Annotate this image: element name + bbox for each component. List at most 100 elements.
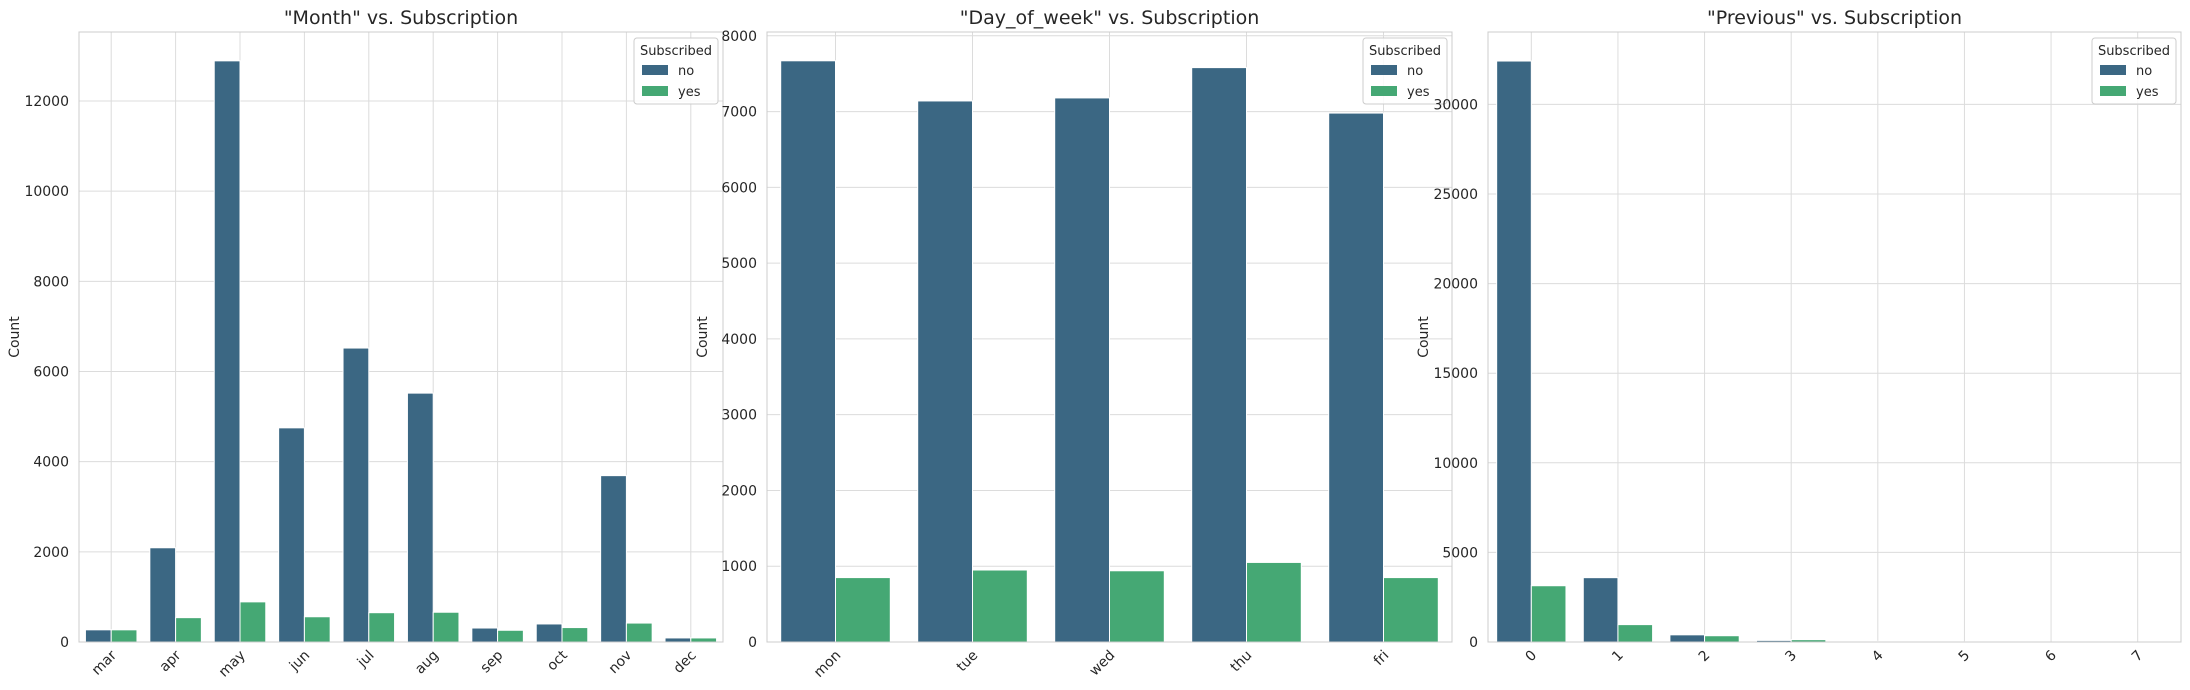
legend-swatch-yes xyxy=(642,86,668,96)
bar-yes-1 xyxy=(1617,624,1654,643)
bar-no-mon xyxy=(780,60,837,643)
x-tick-label: 1 xyxy=(1609,648,1627,666)
bar-yes-apr xyxy=(175,617,202,643)
bar-yes-fri xyxy=(1383,577,1439,643)
legend-swatch-no xyxy=(1371,65,1397,75)
bar-no-0 xyxy=(1496,60,1532,643)
y-axis-label: Count xyxy=(1416,316,1432,358)
bar-no-1 xyxy=(1582,577,1619,643)
legend-title: Subscribed xyxy=(640,44,712,59)
x-tick-label: wed xyxy=(1087,648,1119,680)
x-tick-label: 3 xyxy=(1782,648,1800,666)
bar-no-sep xyxy=(471,627,499,643)
y-tick-label: 4000 xyxy=(33,455,69,471)
chart-title: "Month" vs. Subscription xyxy=(284,7,518,29)
chart-panel-1: 0 1000 2000 3000 4000 5000 6000 7000 8000 mon tue w… xyxy=(695,7,1453,681)
bar-no-tue xyxy=(917,100,974,643)
y-tick-label: 6000 xyxy=(721,180,757,196)
bar-no-oct xyxy=(535,623,563,643)
legend: Subscribed no yes xyxy=(1362,37,1448,105)
y-tick-label: 2000 xyxy=(33,545,69,561)
legend-label-no: no xyxy=(2136,64,2152,79)
chart-panel-2: 0 5000 10000 15000 20000 25000 30000 0 1 2 3 4 5 6 7 "P… xyxy=(1416,7,2182,666)
y-tick-label: 5000 xyxy=(1442,545,1478,561)
bar-yes-2 xyxy=(1704,635,1740,643)
y-tick-label: 2000 xyxy=(721,483,757,499)
y-tick-label: 20000 xyxy=(1433,277,1478,293)
bar-no-nov xyxy=(600,475,627,643)
bar-yes-sep xyxy=(497,629,524,643)
legend-swatch-no xyxy=(642,65,668,75)
y-axis-label: Count xyxy=(695,316,711,358)
bar-yes-jul xyxy=(368,612,396,643)
bar-yes-mar xyxy=(110,629,138,643)
y-tick-label: 25000 xyxy=(1433,187,1478,203)
x-tick-label: apr xyxy=(157,647,185,675)
legend-swatch-yes xyxy=(1371,86,1397,96)
x-tick-label: 5 xyxy=(1956,648,1974,666)
plot-frame xyxy=(1487,31,2182,643)
bar-no-jul xyxy=(342,347,370,643)
y-tick-label: 8000 xyxy=(33,274,69,290)
bar-no-thu xyxy=(1191,67,1247,643)
x-tick-label: may xyxy=(216,648,249,681)
x-tick-label: 6 xyxy=(2042,647,2060,665)
plot-frame xyxy=(78,31,724,643)
legend-title: Subscribed xyxy=(1369,44,1441,59)
y-tick-label: 0 xyxy=(748,635,757,651)
y-tick-label: 4000 xyxy=(721,332,757,348)
bar-yes-jun xyxy=(303,616,331,643)
y-tick-label: 3000 xyxy=(721,408,757,424)
y-tick-label: 8000 xyxy=(721,29,757,45)
x-tick-label: sep xyxy=(478,647,507,676)
y-tick-label: 1000 xyxy=(721,559,757,575)
x-tick-label: aug xyxy=(412,648,442,678)
bar-no-wed xyxy=(1054,97,1110,643)
bar-yes-tue xyxy=(972,569,1028,643)
bar-no-fri xyxy=(1328,112,1384,643)
legend-swatch-yes xyxy=(2100,86,2126,96)
bar-no-jun xyxy=(278,427,305,643)
legend-swatch-no xyxy=(2100,65,2126,75)
legend-label-yes: yes xyxy=(2136,85,2159,100)
x-tick-label: 4 xyxy=(1869,647,1887,665)
bar-no-may xyxy=(213,60,241,643)
legend-label-no: no xyxy=(678,64,694,79)
legend: Subscribed no yes xyxy=(633,37,719,105)
bar-yes-may xyxy=(239,601,267,643)
bar-yes-0 xyxy=(1530,585,1567,643)
legend-label-no: no xyxy=(1407,64,1423,79)
y-tick-label: 10000 xyxy=(1433,456,1478,472)
x-tick-label: mon xyxy=(811,648,844,681)
y-tick-label: 0 xyxy=(60,635,69,651)
y-tick-label: 15000 xyxy=(1433,366,1478,382)
bar-no-mar xyxy=(84,629,112,643)
x-tick-label: fri xyxy=(1371,648,1393,670)
bar-yes-oct xyxy=(561,627,589,643)
bar-no-dec xyxy=(664,637,692,643)
bar-yes-thu xyxy=(1246,561,1302,643)
bar-no-aug xyxy=(406,392,434,643)
legend-title: Subscribed xyxy=(2098,44,2170,59)
bar-yes-nov xyxy=(625,622,653,643)
plot-frame xyxy=(766,31,1453,643)
x-tick-label: 7 xyxy=(2129,648,2147,666)
x-tick-label: nov xyxy=(606,648,636,678)
x-tick-label: jul xyxy=(354,648,378,672)
y-tick-label: 5000 xyxy=(721,256,757,272)
x-tick-label: mar xyxy=(89,647,120,678)
x-tick-label: 0 xyxy=(1523,648,1541,666)
bar-yes-mon xyxy=(835,577,891,643)
x-tick-label: tue xyxy=(954,648,982,676)
y-tick-label: 6000 xyxy=(33,364,69,380)
y-tick-label: 7000 xyxy=(721,105,757,121)
x-tick-label: thu xyxy=(1228,648,1256,676)
x-tick-label: oct xyxy=(544,647,571,674)
y-axis-label: Count xyxy=(7,316,23,358)
legend-label-yes: yes xyxy=(1407,85,1430,100)
x-tick-label: 2 xyxy=(1696,648,1714,666)
y-tick-label: 10000 xyxy=(24,184,69,200)
legend: Subscribed no yes xyxy=(2091,37,2177,105)
chart-title: "Previous" vs. Subscription xyxy=(1707,7,1962,29)
